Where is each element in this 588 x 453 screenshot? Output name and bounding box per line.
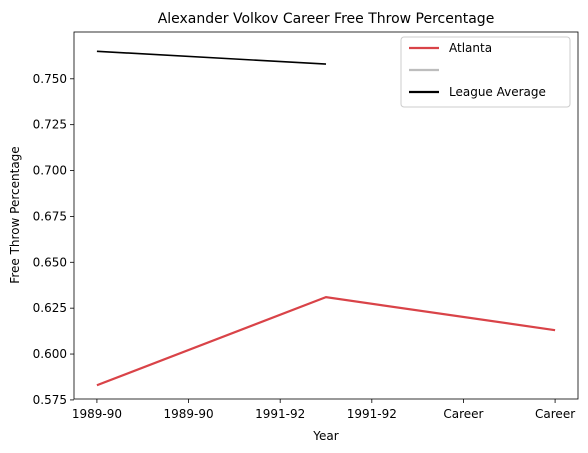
x-tick-label: Career: [443, 407, 483, 421]
x-tick-label: 1991-92: [255, 407, 305, 421]
y-tick-label: 0.600: [33, 347, 67, 361]
x-tick-label: Career: [535, 407, 575, 421]
legend: Atlanta League Average: [400, 36, 571, 108]
y-tick-label: 0.675: [33, 209, 67, 223]
chart-title: Alexander Volkov Career Free Throw Perce…: [158, 11, 495, 27]
y-tick-label: 0.725: [33, 118, 67, 132]
plot-frame: [73, 31, 579, 400]
x-tick-label: 1989-90: [72, 407, 122, 421]
series-line-league-average: [96, 50, 327, 65]
legend-label-atlanta: Atlanta: [449, 41, 492, 55]
y-axis-ticks: 0.575 0.600 0.625 0.650 0.675 0.700 0.725 0.750: [33, 72, 74, 407]
x-axis-ticks: 1989-90 1989-90 1991-92 1991-92 Career Career: [72, 399, 575, 421]
legend-label-league-average: League Average: [449, 85, 546, 99]
x-tick-label: 1989-90: [163, 407, 213, 421]
y-tick-label: 0.700: [33, 164, 67, 178]
y-tick-label: 0.575: [33, 393, 67, 407]
y-axis-title: Free Throw Percentage: [8, 146, 22, 283]
legend-box: [400, 36, 571, 108]
y-tick-label: 0.650: [33, 255, 67, 269]
series-line-atlanta: [96, 296, 556, 387]
y-tick-label: 0.625: [33, 301, 67, 315]
x-tick-label: 1991-92: [347, 407, 397, 421]
series-layer: [96, 50, 556, 387]
y-tick-label: 0.750: [33, 72, 67, 86]
x-axis-title: Year: [312, 429, 338, 443]
